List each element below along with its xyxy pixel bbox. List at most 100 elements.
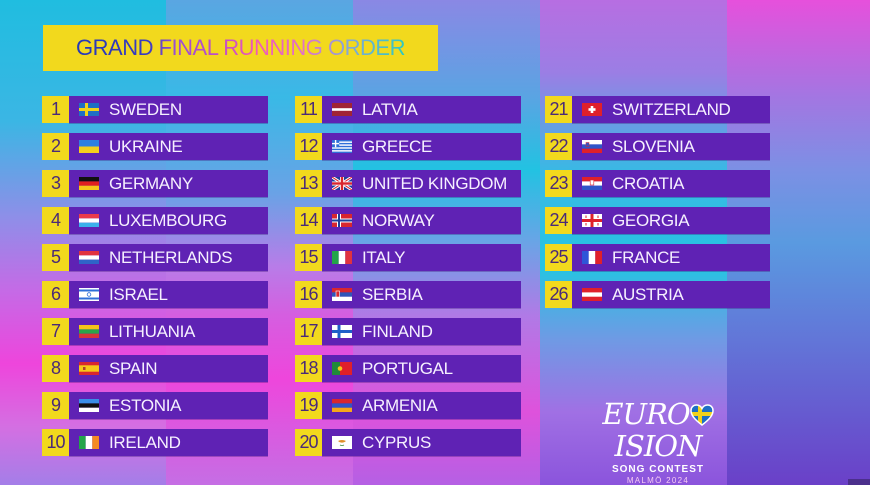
country-name: SERBIA <box>362 284 423 304</box>
running-order-row: 12 GREECE <box>295 133 521 160</box>
country-bar: NORWAY <box>322 207 521 234</box>
running-order-row: 3 GERMANY <box>42 170 268 197</box>
running-order-row: 10 IRELAND <box>42 429 268 456</box>
country-name: FRANCE <box>612 247 681 267</box>
running-order-number: 6 <box>42 281 69 308</box>
corner-mark <box>848 479 870 485</box>
running-order-number: 9 <box>42 392 69 419</box>
country-bar: UKRAINE <box>69 133 268 160</box>
country-bar: FINLAND <box>322 318 521 345</box>
running-order-number: 24 <box>545 207 572 234</box>
country-bar: GERMANY <box>69 170 268 197</box>
flag-italy-icon <box>332 251 352 264</box>
title-banner: GRAND FINAL RUNNING ORDER <box>43 25 438 71</box>
flag-georgia-icon <box>582 214 602 227</box>
country-bar: ARMENIA <box>322 392 521 419</box>
page-title: GRAND FINAL RUNNING ORDER <box>76 35 405 60</box>
country-bar: SERBIA <box>322 281 521 308</box>
running-order-number: 8 <box>42 355 69 382</box>
country-name: SPAIN <box>109 358 158 378</box>
country-bar: CYPRUS <box>322 429 521 456</box>
country-name: FINLAND <box>362 321 433 341</box>
flag-luxembourg-icon <box>79 214 99 227</box>
running-order-row: 13 UNITED KINGDOM <box>295 170 521 197</box>
running-order-number: 13 <box>295 170 322 197</box>
flag-estonia-icon <box>79 399 99 412</box>
running-order-number: 22 <box>545 133 572 160</box>
running-order-number: 10 <box>42 429 69 456</box>
running-order-row: 5 NETHERLANDS <box>42 244 268 271</box>
flag-latvia-icon <box>332 103 352 116</box>
flag-germany-icon <box>79 177 99 190</box>
running-order-number: 18 <box>295 355 322 382</box>
flag-greece-icon <box>332 140 352 153</box>
flag-cyprus-icon <box>332 436 352 449</box>
running-order-row: 25 FRANCE <box>545 244 770 271</box>
running-order-row: 20 CYPRUS <box>295 429 521 456</box>
running-order-number: 25 <box>545 244 572 271</box>
running-order-row: 18 PORTUGAL <box>295 355 521 382</box>
country-name: ARMENIA <box>362 395 438 415</box>
flag-france-icon <box>582 251 602 264</box>
country-name: GERMANY <box>109 173 193 193</box>
country-bar: ISRAEL <box>69 281 268 308</box>
flag-croatia-icon <box>582 177 602 190</box>
running-order-row: 1 SWEDEN <box>42 96 268 123</box>
country-name: ISRAEL <box>109 284 168 304</box>
country-name: CROATIA <box>612 173 685 193</box>
flag-austria-icon <box>582 288 602 301</box>
running-order-number: 1 <box>42 96 69 123</box>
running-order-number: 14 <box>295 207 322 234</box>
flag-sweden-icon <box>79 103 99 116</box>
flag-united-kingdom-icon <box>332 177 352 190</box>
country-bar: SWEDEN <box>69 96 268 123</box>
flag-ireland-icon <box>79 436 99 449</box>
running-order-number: 15 <box>295 244 322 271</box>
country-name: UKRAINE <box>109 136 183 156</box>
logo-word-left: EURO <box>602 397 690 431</box>
country-bar: GEORGIA <box>572 207 770 234</box>
country-bar: IRELAND <box>69 429 268 456</box>
flag-israel-icon <box>79 288 99 301</box>
country-name: SLOVENIA <box>612 136 695 156</box>
country-name: SWEDEN <box>109 99 182 119</box>
running-order-row: 14 NORWAY <box>295 207 521 234</box>
running-order-number: 12 <box>295 133 322 160</box>
flag-slovenia-icon <box>582 140 602 153</box>
running-order-number: 11 <box>295 96 322 123</box>
country-bar: FRANCE <box>572 244 770 271</box>
running-order-number: 17 <box>295 318 322 345</box>
country-name: NORWAY <box>362 210 435 230</box>
running-order-row: 7 LITHUANIA <box>42 318 268 345</box>
logo-word-right: ISION <box>614 429 703 463</box>
running-order-number: 26 <box>545 281 572 308</box>
running-order-number: 20 <box>295 429 322 456</box>
country-bar: SPAIN <box>69 355 268 382</box>
flag-finland-icon <box>332 325 352 338</box>
country-bar: LUXEMBOURG <box>69 207 268 234</box>
flag-portugal-icon <box>332 362 352 375</box>
running-order-row: 15 ITALY <box>295 244 521 271</box>
running-order-row: 19 ARMENIA <box>295 392 521 419</box>
country-name: SWITZERLAND <box>612 99 731 119</box>
country-bar: ESTONIA <box>69 392 268 419</box>
heart-sweden-flag-icon <box>689 404 714 426</box>
running-order-row: 8 SPAIN <box>42 355 268 382</box>
country-name: LUXEMBOURG <box>109 210 227 230</box>
country-name: GEORGIA <box>612 210 690 230</box>
background-stripe <box>540 0 727 485</box>
running-order-row: 9 ESTONIA <box>42 392 268 419</box>
country-bar: LATVIA <box>322 96 521 123</box>
country-bar: AUSTRIA <box>572 281 770 308</box>
logo-subtitle: SONG CONTEST <box>611 464 704 475</box>
running-order-number: 21 <box>545 96 572 123</box>
running-order-number: 2 <box>42 133 69 160</box>
country-bar: UNITED KINGDOM <box>322 170 521 197</box>
eurovision-logo: EURO ISION SONG CONTEST MALMÖ 2024 <box>578 397 738 485</box>
country-bar: ITALY <box>322 244 521 271</box>
country-name: GREECE <box>362 136 432 156</box>
country-name: LATVIA <box>362 99 418 119</box>
country-name: PORTUGAL <box>362 358 453 378</box>
country-bar: GREECE <box>322 133 521 160</box>
